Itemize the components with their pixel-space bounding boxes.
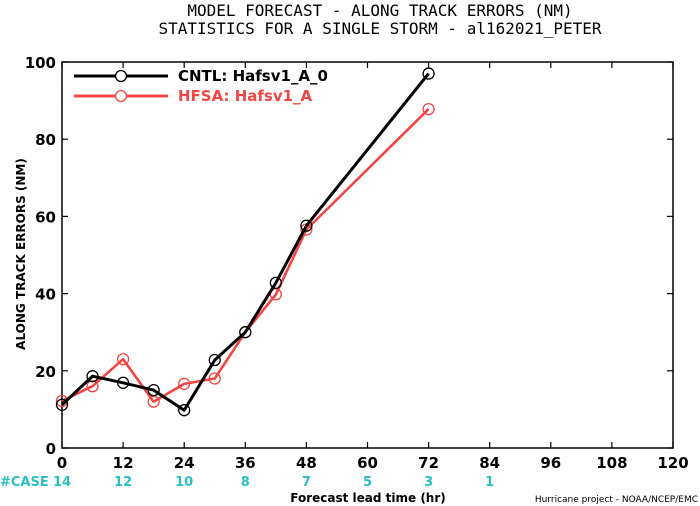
data-point-hfsa: [422, 102, 435, 116]
legend-label-hfsa: HFSA: Hafsv1_A: [178, 87, 313, 105]
data-point-hfsa: [178, 377, 191, 391]
data-point-cntl: [86, 370, 99, 383]
case-count: 1: [485, 475, 494, 490]
case-label: #CASE: [0, 475, 49, 490]
y-tick-label: 20: [35, 363, 56, 381]
x-tick-label: 12: [113, 454, 134, 472]
x-tick-label: 72: [418, 454, 439, 472]
x-tick-label: 84: [479, 454, 500, 472]
data-point-cntl: [178, 404, 191, 417]
x-tick-label: 120: [657, 454, 688, 472]
chart-title-line1: MODEL FORECAST - ALONG TRACK ERRORS (NM): [187, 1, 572, 20]
data-point-cntl: [300, 219, 313, 232]
x-tick-label: 36: [235, 454, 256, 472]
credit-text: Hurricane project - NOAA/NCEP/EMC: [535, 495, 698, 505]
data-point-hfsa: [208, 372, 221, 385]
case-count: 8: [241, 475, 250, 490]
data-point-cntl: [422, 67, 435, 80]
data-point-cntl: [55, 398, 69, 411]
y-tick-label: 40: [35, 286, 56, 304]
data-point-cntl: [208, 353, 221, 367]
data-point-hfsa: [116, 353, 130, 366]
legend: CNTL: Hafsv1_A_0 HFSA: Hafsv1_A: [74, 67, 328, 105]
data-point-cntl: [269, 276, 283, 289]
series-line-cntl: [60, 72, 430, 412]
data-point-hfsa: [86, 380, 99, 393]
x-tick-label: 108: [596, 454, 627, 472]
case-count: 14: [53, 475, 71, 490]
case-count: 12: [114, 475, 132, 490]
case-counts: #CASE 14 12 10 8 7 5 3 1: [0, 475, 494, 490]
y-tick-label: 60: [35, 208, 56, 226]
y-tick-label: 80: [35, 131, 56, 149]
x-tick-label: 96: [540, 454, 561, 472]
case-count: 3: [424, 475, 433, 490]
data-point-cntl: [239, 326, 252, 339]
x-tick-label: 0: [57, 454, 67, 472]
series-layer: [55, 67, 435, 417]
case-count: 7: [302, 475, 311, 490]
series-line-hfsa: [61, 108, 430, 404]
case-count: 10: [175, 475, 193, 490]
x-tick-label: 60: [357, 454, 378, 472]
case-count: 5: [363, 475, 372, 490]
y-axis-label: ALONG TRACK ERRORS (NM): [14, 158, 28, 350]
x-axis-label: Forecast lead time (hr): [290, 491, 446, 505]
chart-title-line2: STATISTICS FOR A SINGLE STORM - al162021…: [158, 19, 601, 38]
y-tick-label: 100: [25, 54, 56, 72]
axes: 0 12 24 36 48 60 72 84 96 108 120 0 20 40 60 80 100: [25, 54, 689, 472]
legend-marker-hfsa: [114, 89, 128, 103]
y-tick-label: 0: [46, 440, 56, 458]
data-point-cntl: [147, 383, 160, 397]
x-tick-label: 48: [296, 454, 317, 472]
legend-marker-cntl: [114, 69, 128, 83]
legend-label-cntl: CNTL: Hafsv1_A_0: [178, 67, 328, 85]
x-tick-label: 24: [174, 454, 195, 472]
data-point-cntl: [116, 376, 130, 389]
